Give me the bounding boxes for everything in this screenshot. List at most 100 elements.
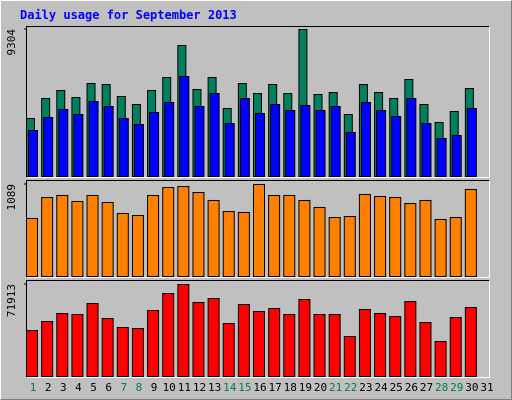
x-tick-label: 29 [450,381,463,394]
bar [268,308,281,378]
bar [222,211,235,278]
x-tick-label: 6 [105,381,112,394]
x-tick-label: 23 [359,381,372,394]
bar [162,187,175,277]
bar [58,108,69,177]
bar [237,303,250,377]
x-tick-label: 12 [193,381,206,394]
bar [43,117,54,177]
bar [391,116,402,177]
bar [177,186,190,277]
bar [374,312,387,377]
y-tick-label: 1089 [5,184,18,211]
bar [149,111,160,177]
bar [73,114,84,177]
chart-title: Daily usage for September 2013 [20,8,237,22]
bar [116,326,129,378]
bar [283,194,296,278]
bar [449,317,462,377]
bar [86,302,99,377]
x-tick-label: 5 [90,381,97,394]
x-tick-label: 26 [405,381,418,394]
x-tick-label: 7 [120,381,127,394]
bar [101,317,114,377]
bar [404,203,417,278]
bar [207,199,220,278]
bar [56,194,69,278]
bar [283,314,296,378]
x-tick-label: 24 [374,381,388,394]
x-tick-label: 14 [223,381,237,394]
bar [406,97,417,177]
x-tick-label: 3 [60,381,67,394]
bar [434,341,447,378]
bar [177,284,190,377]
bar [131,215,144,277]
x-tick-label: 4 [75,381,82,394]
bar [464,188,477,277]
x-tick-label: 30 [465,381,478,394]
bar [421,123,432,177]
bar [147,194,160,278]
bar [209,93,220,177]
x-tick-label: 27 [420,381,433,394]
bar [253,311,265,377]
bar [26,217,38,277]
x-tick-label: 1 [30,381,37,394]
bar [404,300,417,378]
bar [298,199,311,278]
bar [389,197,402,277]
x-tick-label: 16 [253,381,266,394]
bar [300,104,311,177]
y-tick-label: 9304 [5,29,18,56]
bar [194,106,205,177]
bar [343,336,356,378]
bar [268,194,281,278]
x-tick-label: 11 [178,381,191,394]
bar [147,309,160,377]
bar [239,97,250,177]
bar [328,314,341,378]
bar [162,293,175,377]
bar [464,306,477,378]
bar [103,106,114,177]
x-tick-label: 9 [151,381,158,394]
bar [298,299,311,377]
bar [192,192,205,277]
bar [419,321,432,378]
bar [253,184,265,277]
bar [116,212,129,277]
bar [255,113,265,178]
bar [466,107,477,177]
bar [434,218,447,277]
panel-border [26,26,490,178]
bar [224,123,235,177]
bar [376,110,387,177]
panel-border [26,280,490,378]
y-tick-label: 71913 [5,284,18,317]
x-tick-label: 18 [284,381,297,394]
x-tick-label: 2 [45,381,52,394]
bar [164,101,175,177]
x-tick-label: 8 [136,381,143,394]
x-tick-label: 17 [269,381,282,394]
bar [71,314,84,378]
bar [207,297,220,377]
bar [237,211,250,277]
bar [343,216,356,278]
bar [192,302,205,378]
bar [88,100,99,177]
bar [71,200,84,277]
bar [451,134,462,177]
bar [285,110,296,177]
x-tick-label: 21 [329,381,342,394]
bar [28,130,38,177]
bar [436,138,447,178]
x-tick-label: 15 [238,381,251,394]
x-tick-label: 28 [435,381,448,394]
bar [360,101,371,177]
bar [345,131,356,177]
x-tick-label: 13 [208,381,221,394]
bar [270,104,281,177]
